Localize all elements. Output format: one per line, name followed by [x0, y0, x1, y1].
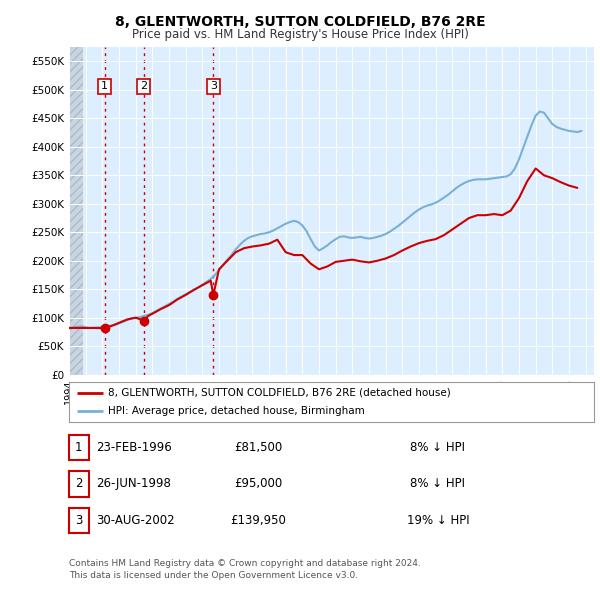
- Text: Price paid vs. HM Land Registry's House Price Index (HPI): Price paid vs. HM Land Registry's House …: [131, 28, 469, 41]
- Text: 8% ↓ HPI: 8% ↓ HPI: [410, 477, 466, 490]
- Text: 19% ↓ HPI: 19% ↓ HPI: [407, 514, 469, 527]
- Text: 1: 1: [75, 441, 83, 454]
- Text: 8, GLENTWORTH, SUTTON COLDFIELD, B76 2RE (detached house): 8, GLENTWORTH, SUTTON COLDFIELD, B76 2RE…: [109, 388, 451, 398]
- Text: 30-AUG-2002: 30-AUG-2002: [96, 514, 175, 527]
- Text: £95,000: £95,000: [234, 477, 282, 490]
- Text: Contains HM Land Registry data © Crown copyright and database right 2024.
This d: Contains HM Land Registry data © Crown c…: [69, 559, 421, 580]
- Text: 26-JUN-1998: 26-JUN-1998: [96, 477, 171, 490]
- Text: £81,500: £81,500: [234, 441, 282, 454]
- Text: 8, GLENTWORTH, SUTTON COLDFIELD, B76 2RE: 8, GLENTWORTH, SUTTON COLDFIELD, B76 2RE: [115, 15, 485, 29]
- Text: 1: 1: [101, 81, 108, 91]
- Text: 23-FEB-1996: 23-FEB-1996: [96, 441, 172, 454]
- Text: 2: 2: [140, 81, 148, 91]
- Text: 2: 2: [75, 477, 83, 490]
- Text: HPI: Average price, detached house, Birmingham: HPI: Average price, detached house, Birm…: [109, 406, 365, 416]
- Text: 8% ↓ HPI: 8% ↓ HPI: [410, 441, 466, 454]
- Bar: [69, 47, 83, 375]
- Text: 3: 3: [75, 514, 83, 527]
- Text: 3: 3: [210, 81, 217, 91]
- Text: £139,950: £139,950: [230, 514, 286, 527]
